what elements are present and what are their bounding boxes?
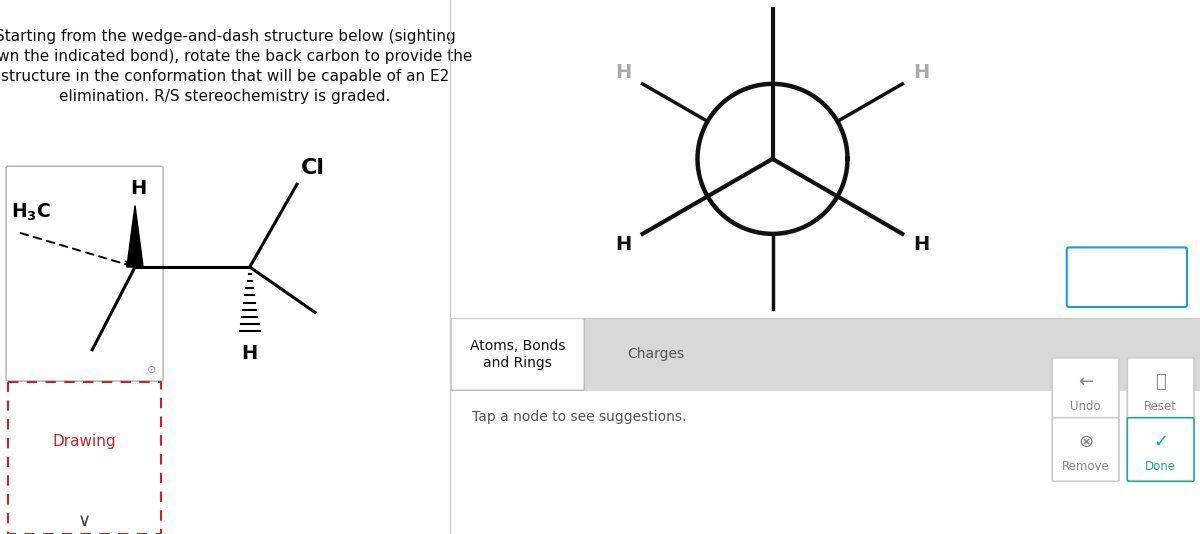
Text: H: H — [764, 321, 781, 340]
FancyBboxPatch shape — [451, 317, 584, 390]
Text: Tap a node to see suggestions.: Tap a node to see suggestions. — [473, 410, 686, 424]
Text: Cl: Cl — [301, 158, 324, 178]
Bar — [450, 318, 1200, 391]
FancyBboxPatch shape — [6, 166, 163, 381]
FancyBboxPatch shape — [1052, 358, 1120, 421]
Text: Done: Done — [1145, 460, 1176, 473]
Text: Charges: Charges — [628, 348, 685, 362]
Text: Undo: Undo — [1070, 400, 1100, 413]
FancyBboxPatch shape — [1067, 247, 1187, 307]
Text: ↻ Rotate: ↻ Rotate — [1093, 270, 1160, 285]
Text: H: H — [913, 64, 930, 82]
Text: Reset: Reset — [1144, 400, 1177, 413]
Text: $\mathbf{H_3C}$: $\mathbf{H_3C}$ — [11, 201, 52, 223]
Text: Remove: Remove — [1062, 460, 1110, 473]
FancyBboxPatch shape — [1127, 358, 1194, 421]
Text: Starting from the wedge-and-dash structure below (sighting
down the indicated bo: Starting from the wedge-and-dash structu… — [0, 29, 472, 104]
Text: H: H — [241, 344, 258, 364]
Text: ✓: ✓ — [1153, 433, 1168, 451]
Text: ⊗: ⊗ — [1078, 433, 1093, 451]
Text: 🗑: 🗑 — [1156, 373, 1166, 391]
Text: Drawing: Drawing — [53, 434, 116, 450]
Text: H: H — [616, 64, 631, 82]
Text: H: H — [131, 178, 146, 198]
FancyBboxPatch shape — [1127, 418, 1194, 481]
Text: ∨: ∨ — [78, 512, 91, 530]
Text: H: H — [913, 235, 930, 254]
Text: ⊙: ⊙ — [148, 365, 156, 375]
Polygon shape — [127, 206, 143, 267]
Text: ←: ← — [1078, 373, 1093, 391]
Text: Atoms, Bonds
and Rings: Atoms, Bonds and Rings — [470, 340, 565, 370]
FancyBboxPatch shape — [1052, 418, 1120, 481]
Text: H: H — [616, 235, 631, 254]
